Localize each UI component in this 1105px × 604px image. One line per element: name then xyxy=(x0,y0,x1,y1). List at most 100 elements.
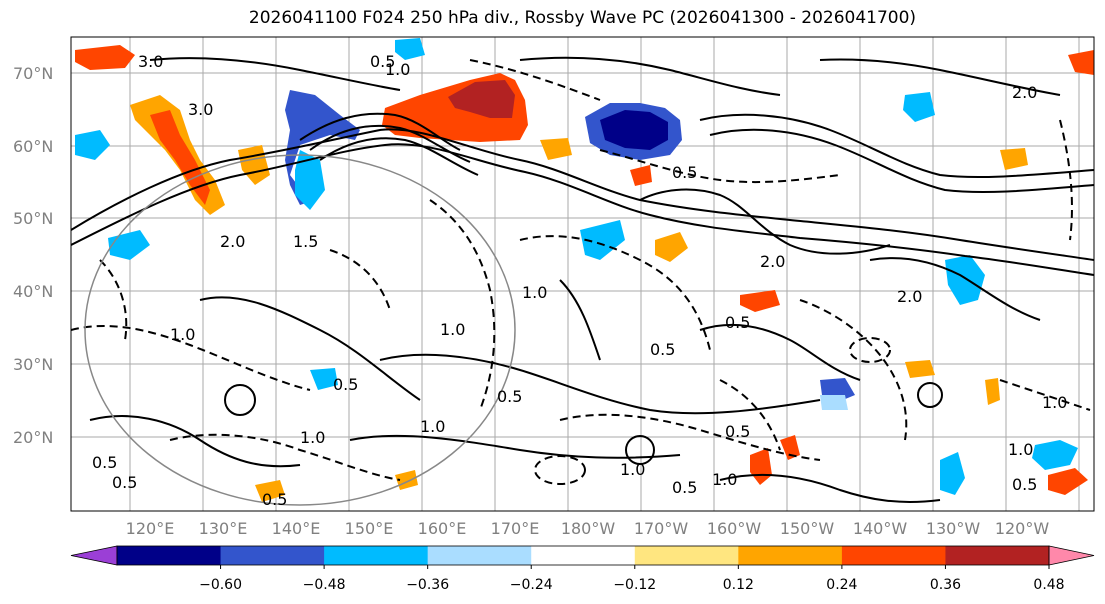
lon-label: 170°E xyxy=(491,519,540,538)
lon-label: 160°W xyxy=(707,519,762,538)
map-title: 2026041100 F024 250 hPa div., Rossby Wav… xyxy=(248,8,917,28)
contour-label: 1.0 xyxy=(712,470,737,489)
contour-label: 3.0 xyxy=(188,100,213,119)
contour-label: 0.5 xyxy=(497,387,522,406)
negative-anomaly xyxy=(108,230,150,260)
contour-label: 3.0 xyxy=(138,52,163,71)
contours-solid xyxy=(71,56,1094,503)
contour-label: 1.0 xyxy=(1008,440,1033,459)
contour-label: 0.5 xyxy=(725,422,750,441)
positive-anomaly xyxy=(1048,468,1088,495)
positive-anomaly xyxy=(780,435,800,460)
colorbar-segment xyxy=(738,546,843,565)
contour-label: 0.5 xyxy=(650,340,675,359)
lat-label: 40°N xyxy=(13,282,53,301)
lon-label: 180°W xyxy=(561,519,616,538)
lon-label: 140°E xyxy=(272,519,321,538)
colorbar-tick-label: 0.12 xyxy=(723,577,754,593)
negative-anomaly xyxy=(75,130,110,160)
colorbar-segment xyxy=(324,546,429,565)
colorbar-tick-label: −0.48 xyxy=(303,577,346,593)
contour-label: 0.5 xyxy=(672,478,697,497)
lon-label: 130°W xyxy=(926,519,981,538)
contour-label: 0.5 xyxy=(112,473,137,492)
negative-anomaly xyxy=(1032,440,1078,470)
positive-anomaly xyxy=(540,138,572,160)
contour-label: 1.0 xyxy=(420,417,445,436)
plot-frame xyxy=(70,36,1095,512)
contour-label: 2.0 xyxy=(220,232,245,251)
colorbar: −0.60 −0.48 −0.36 −0.24 −0.12 0.12 0.24 0.36 0.4… xyxy=(70,545,1095,593)
negative-anomaly xyxy=(903,92,935,122)
lat-label: 70°N xyxy=(13,64,53,83)
positive-anomaly xyxy=(75,45,135,70)
negative-anomaly xyxy=(295,150,325,210)
colorbar-extend-high xyxy=(1048,545,1095,566)
positive-anomaly xyxy=(255,480,285,502)
colorbar-segment xyxy=(634,546,739,565)
contour-label: 1.0 xyxy=(440,320,465,339)
contour-label: 1.5 xyxy=(293,232,318,251)
lon-label: 160°E xyxy=(418,519,467,538)
colorbar-segment xyxy=(945,546,1050,565)
contour-label: 1.0 xyxy=(170,325,195,344)
positive-anomaly xyxy=(985,378,1000,405)
reference-circle xyxy=(84,154,516,506)
lat-label: 50°N xyxy=(13,209,53,228)
positive-anomaly xyxy=(630,165,652,186)
contour-label: 0.5 xyxy=(1012,475,1037,494)
contour-label: 1.0 xyxy=(522,283,547,302)
colorbar-outline xyxy=(116,545,1050,566)
contours-dashed xyxy=(71,59,1091,485)
longitude-labels: 120°E 130°E 140°E 150°E 160°E 170°E 180°W 170°W… xyxy=(126,519,1050,538)
colorbar-segment xyxy=(427,546,532,565)
colorbar-segment xyxy=(117,546,222,565)
contour-label: 0.5 xyxy=(262,490,287,509)
colorbar-segment xyxy=(531,546,636,565)
colorbar-tick-label: −0.12 xyxy=(613,577,656,593)
lon-label: 130°E xyxy=(199,519,248,538)
colorbar-extend-low xyxy=(70,545,118,566)
plot-area xyxy=(71,37,1094,511)
contour-label: 1.0 xyxy=(620,460,645,479)
contour-label: 1.0 xyxy=(385,60,410,79)
lat-label: 30°N xyxy=(13,355,53,374)
colorbar-tick-label: −0.60 xyxy=(199,577,242,593)
contour-label: 1.0 xyxy=(300,428,325,447)
contour-label: 0.5 xyxy=(92,453,117,472)
contour-label: 0.5 xyxy=(725,313,750,332)
positive-anomaly xyxy=(905,360,935,378)
colorbar-tick-label: 0.48 xyxy=(1033,577,1064,593)
colorbar-segment xyxy=(220,546,325,565)
lon-label: 120°E xyxy=(126,519,175,538)
lon-label: 170°W xyxy=(634,519,689,538)
lon-label: 150°W xyxy=(780,519,835,538)
contour-label: 2.0 xyxy=(897,287,922,306)
colorbar-tick-label: −0.24 xyxy=(510,577,553,593)
lon-label: 120°W xyxy=(995,519,1050,538)
negative-anomaly xyxy=(600,110,668,150)
contour-label: 2.0 xyxy=(760,252,785,271)
contour-label: 0.5 xyxy=(672,163,697,182)
contour-label: 0.5 xyxy=(333,375,358,394)
lon-label: 150°E xyxy=(345,519,394,538)
positive-anomaly xyxy=(740,290,780,312)
lat-label: 60°N xyxy=(13,137,53,156)
lat-lon-grid xyxy=(71,37,1094,511)
positive-anomaly xyxy=(448,80,515,118)
contour-label: 1.0 xyxy=(1042,393,1067,412)
negative-anomaly xyxy=(395,38,425,60)
positive-anomaly xyxy=(150,110,210,205)
lat-label: 20°N xyxy=(13,428,53,447)
latitude-labels: 70°N 60°N 50°N 40°N 30°N 20°N xyxy=(13,64,53,447)
negative-anomaly xyxy=(945,255,985,305)
map-layer: 3.0 3.0 1.0 0.5 2.0 1.5 1.0 0.5 1.0 0.5 … xyxy=(71,37,1094,511)
colorbar-tick-label: 0.24 xyxy=(826,577,857,593)
colorbar-tick-label: −0.36 xyxy=(406,577,449,593)
positive-anomaly xyxy=(1000,148,1028,170)
negative-anomaly xyxy=(940,452,965,495)
lon-label: 140°W xyxy=(853,519,908,538)
contour-label: 0.5 xyxy=(370,52,395,71)
positive-anomaly xyxy=(1068,50,1094,75)
